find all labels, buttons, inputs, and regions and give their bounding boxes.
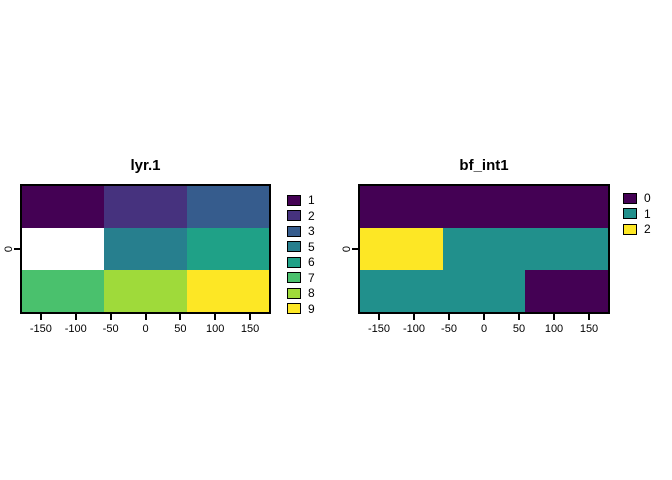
legend-swatch (287, 194, 301, 206)
legend-item: 9 (287, 301, 315, 316)
raster-cell (525, 228, 608, 270)
y-axis-tick-label: 0 (2, 245, 15, 253)
x-axis-tick-label: -50 (441, 323, 457, 335)
legend-label: 2 (644, 222, 651, 236)
y-axis-tick (14, 248, 20, 250)
x-axis-tick (39, 314, 42, 320)
x-axis-tick (74, 314, 77, 320)
legend-label: 8 (308, 286, 315, 300)
x-axis-tick (518, 314, 520, 320)
x-axis-tick (214, 314, 217, 320)
x-axis-tick (249, 314, 252, 320)
raster-cell (186, 228, 269, 270)
x-axis-tick-label: -100 (402, 323, 426, 335)
raster-cell (442, 270, 526, 312)
raster-cell (360, 186, 443, 228)
legend-label: 2 (308, 208, 315, 223)
legend-label: 5 (308, 239, 315, 254)
raster-cell (442, 186, 526, 228)
x-axis-tick-label: -100 (64, 323, 87, 335)
raster-cell (186, 186, 269, 228)
raster-cell (104, 270, 187, 312)
x-axis-tick (448, 314, 450, 320)
x-axis-tick-label: 150 (240, 323, 260, 335)
raster-bf-int1 (358, 184, 610, 314)
legend-item: 6 (287, 255, 315, 269)
raster-cell (104, 186, 187, 228)
x-axis-tick-label: 0 (142, 323, 149, 335)
raster-cell (22, 228, 105, 270)
legend-label: 0 (644, 191, 651, 205)
raster-cell (360, 270, 443, 312)
legend-label: 9 (308, 301, 315, 316)
x-axis-tick (109, 314, 112, 320)
chart-title-bf-int1: bf_int1 (459, 157, 509, 174)
legend-label: 3 (308, 224, 315, 238)
raster-cell (360, 228, 443, 270)
x-axis-tick-label: 150 (579, 323, 599, 335)
x-axis-tick (378, 314, 380, 320)
legend-label: 1 (308, 193, 315, 207)
raster-cell (525, 270, 608, 312)
legend-swatch (287, 303, 301, 314)
legend-item: 3 (287, 224, 315, 238)
raster-cell (186, 270, 269, 312)
x-axis-tick-label: 100 (544, 323, 564, 335)
x-axis-tick (483, 314, 485, 320)
legend-swatch (287, 287, 301, 299)
raster-cell (22, 186, 105, 228)
legend-item: 8 (287, 286, 315, 300)
legend-label: 7 (308, 270, 315, 285)
legend-swatch (287, 272, 301, 283)
legend-item: 2 (287, 208, 315, 223)
x-axis-tick-label: -150 (29, 323, 52, 335)
legend-item: 0 (623, 191, 651, 205)
chart-title-lyr1: lyr.1 (130, 157, 161, 174)
raster-cell (442, 228, 526, 270)
legend-swatch (623, 208, 637, 219)
x-axis-tick (588, 314, 590, 320)
x-axis-tick-label: -50 (102, 323, 119, 335)
x-axis-tick (553, 314, 555, 320)
legend-item: 5 (287, 239, 315, 254)
legend-item: 7 (287, 270, 315, 285)
y-axis-tick-label: 0 (340, 245, 353, 253)
legend-swatch (623, 192, 637, 204)
raster-lyr1 (20, 184, 271, 314)
x-axis-tick-label: 100 (206, 323, 225, 335)
x-axis-tick-label: -150 (367, 323, 391, 335)
x-axis-tick (413, 314, 415, 320)
legend-item: 2 (623, 222, 651, 236)
y-axis-tick (352, 248, 358, 250)
raster-cell (22, 270, 105, 312)
raster-cell (525, 186, 608, 228)
legend-swatch (287, 241, 301, 252)
x-axis-tick (179, 314, 182, 320)
x-axis-tick-label: 50 (512, 323, 526, 335)
legend-label: 1 (644, 206, 651, 221)
raster-cell (104, 228, 187, 270)
legend-label: 6 (308, 255, 315, 269)
x-axis-tick-label: 0 (480, 323, 488, 335)
x-axis-tick (144, 314, 147, 320)
legend-item: 1 (623, 206, 651, 221)
legend-swatch (287, 210, 301, 221)
x-axis-tick-label: 50 (174, 323, 187, 335)
legend-item: 1 (287, 193, 315, 207)
legend-swatch (287, 256, 301, 268)
legend-swatch (287, 225, 301, 237)
legend-swatch (623, 223, 637, 235)
